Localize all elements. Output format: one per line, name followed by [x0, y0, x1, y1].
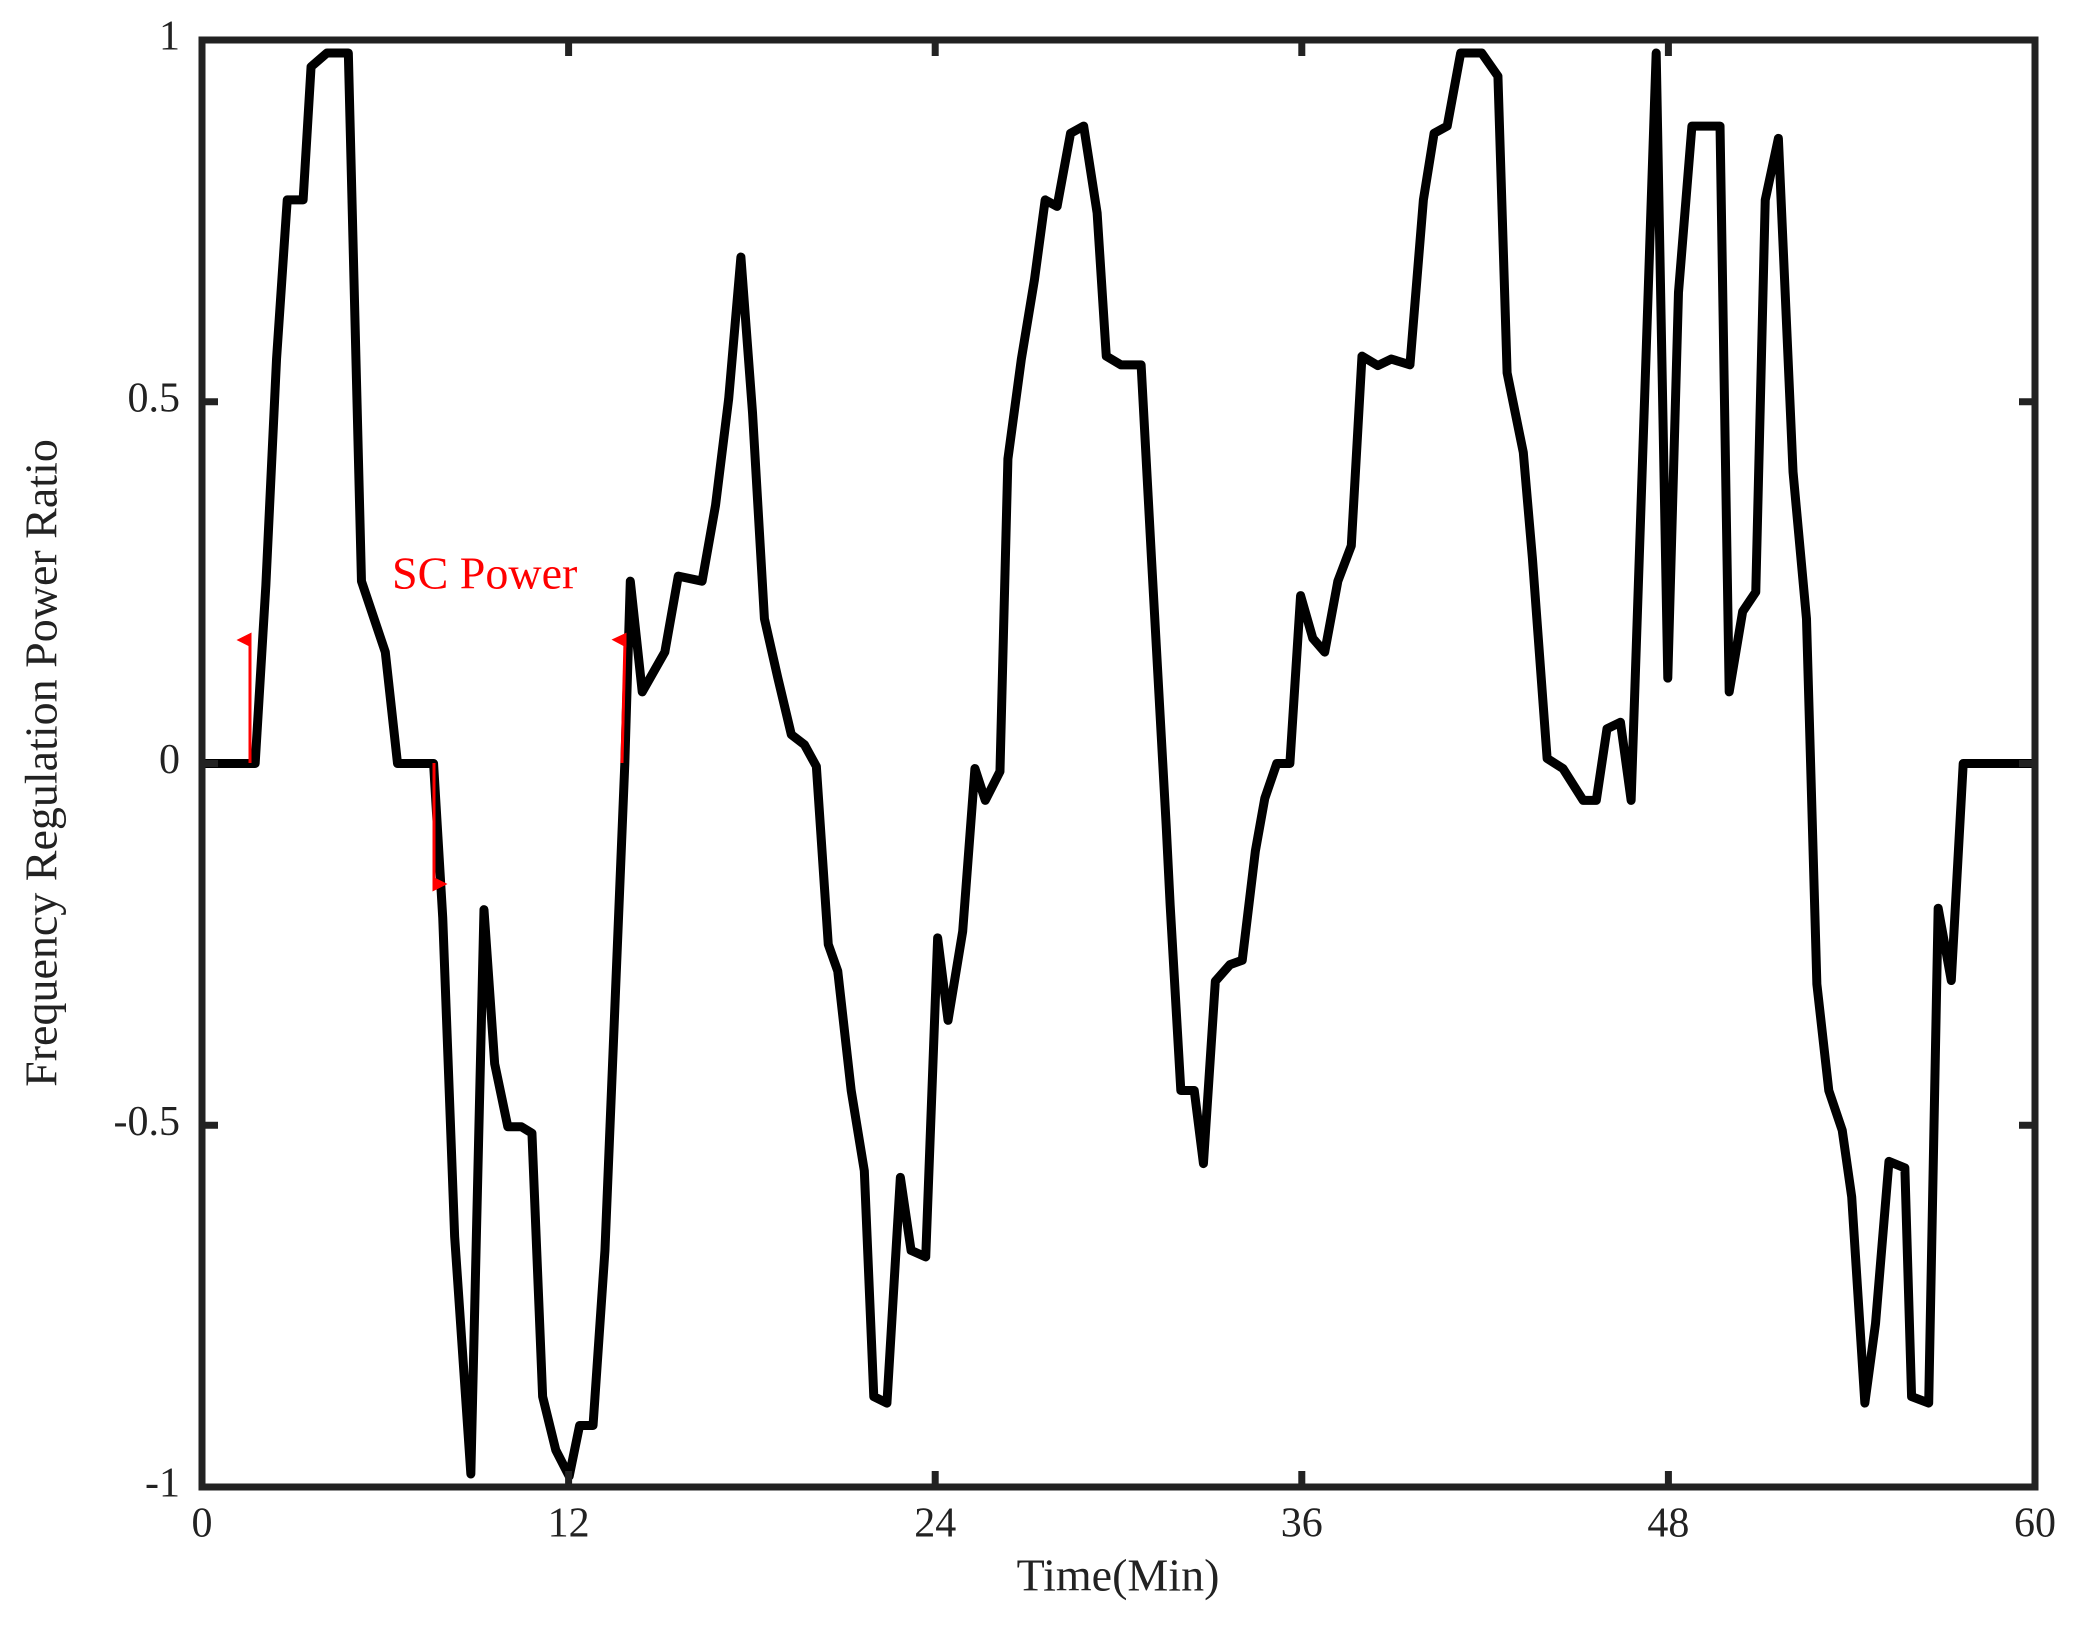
annotation-text: SC Power	[392, 548, 577, 599]
y-tick-label: 1	[159, 14, 180, 60]
y-tick-label: -1	[145, 1461, 180, 1507]
x-axis-label: Time(Min)	[1017, 1550, 1220, 1601]
y-tick-label: 0.5	[128, 375, 181, 421]
data-line	[202, 48, 2035, 1481]
x-tick-label: 36	[1281, 1501, 1323, 1547]
x-tick-label: 12	[548, 1501, 590, 1547]
y-axis-label: Frequency Regulation Power Ratio	[16, 439, 67, 1087]
x-tick-label: 0	[192, 1501, 213, 1547]
y-tick-label: -0.5	[114, 1099, 181, 1145]
plot-area	[202, 48, 2035, 1481]
x-tick-label: 48	[1647, 1501, 1689, 1547]
y-tick-label: 0	[159, 737, 180, 783]
x-tick-label: 60	[2014, 1501, 2056, 1547]
annotation-arrow	[611, 632, 627, 764]
x-tick-label: 24	[914, 1501, 956, 1547]
